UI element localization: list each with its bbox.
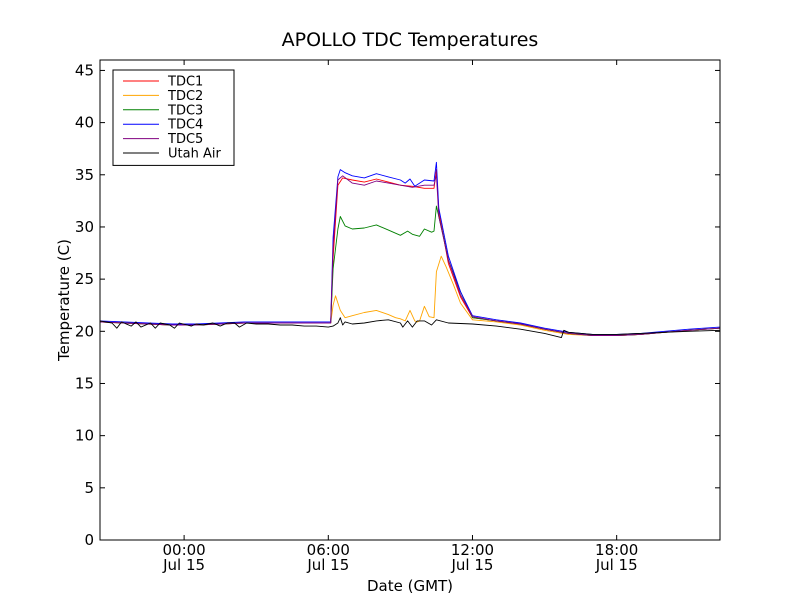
y-tick-label: 40 xyxy=(75,114,94,132)
x-axis-label: Date (GMT) xyxy=(367,577,453,595)
x-tick-label-time: 00:00 xyxy=(162,541,205,559)
y-tick-label: 5 xyxy=(84,479,94,497)
legend-box xyxy=(112,69,235,166)
x-tick-label-time: 18:00 xyxy=(595,541,638,559)
x-tick-label-date: Jul 15 xyxy=(306,556,349,574)
series-line-utah-air xyxy=(99,317,721,339)
plot-frame xyxy=(99,59,721,541)
legend-label-tdc1: TDC1 xyxy=(167,75,203,90)
y-tick-label: 30 xyxy=(75,218,94,236)
y-tick-label: 20 xyxy=(75,322,94,340)
x-tick-label-time: 12:00 xyxy=(451,541,494,559)
series-layer xyxy=(99,161,721,339)
legend-label-tdc5: TDC5 xyxy=(167,132,203,147)
x-tick-label-date: Jul 15 xyxy=(162,556,205,574)
x-tick-label-date: Jul 15 xyxy=(595,556,638,574)
legend-label-tdc4: TDC4 xyxy=(167,118,203,133)
series-line-tdc4 xyxy=(99,161,721,335)
x-tick-label-time: 06:00 xyxy=(307,541,350,559)
y-tick-label: 0 xyxy=(84,531,94,549)
y-tick-label: 15 xyxy=(75,374,94,392)
y-tick-label: 45 xyxy=(75,61,94,79)
y-tick-label: 10 xyxy=(75,427,94,445)
chart-title: APOLLO TDC Temperatures xyxy=(282,29,539,51)
y-tick-label: 25 xyxy=(75,270,94,288)
x-tick-label-date: Jul 15 xyxy=(451,556,494,574)
legend-label-tdc3: TDC3 xyxy=(167,103,203,118)
series-line-tdc5 xyxy=(99,174,721,336)
legend-label-utah-air: Utah Air xyxy=(168,147,221,162)
y-axis-label: Temperature (C) xyxy=(55,239,73,362)
y-tick-label: 35 xyxy=(75,166,94,184)
legend-label-tdc2: TDC2 xyxy=(167,89,203,104)
